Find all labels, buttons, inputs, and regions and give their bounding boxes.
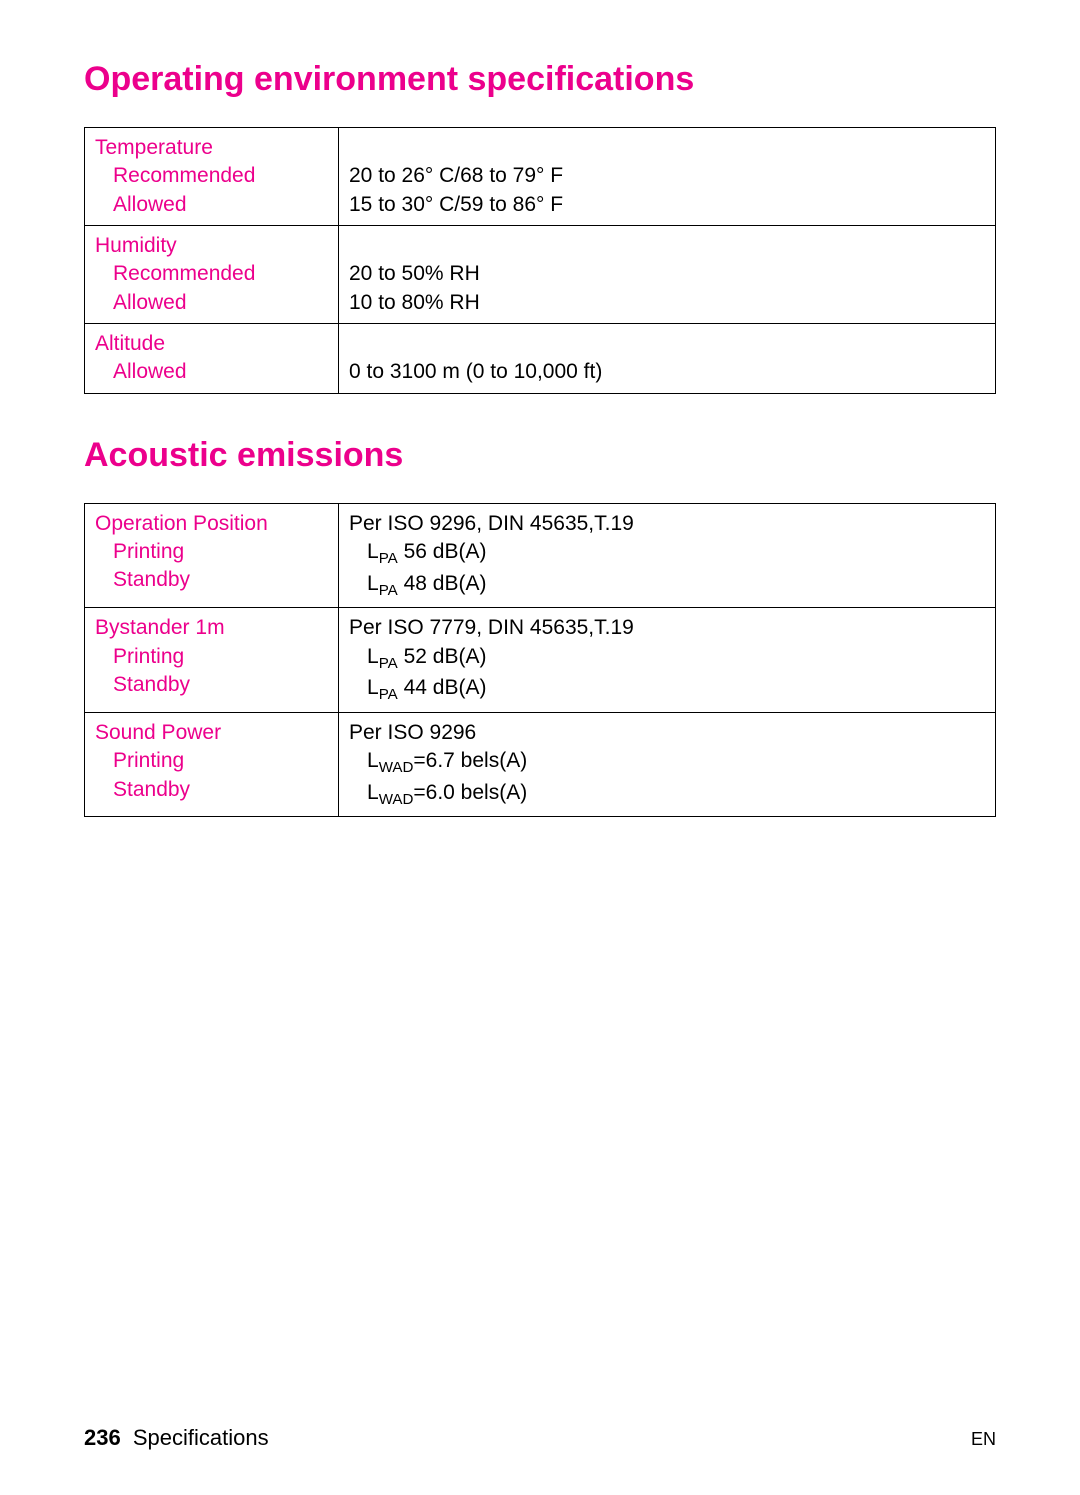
sub-label: Allowed xyxy=(95,289,328,317)
value-suffix: =6.0 bels(A) xyxy=(413,781,527,804)
l-prefix: L xyxy=(367,781,379,804)
table-row: Operation Position Printing Standby Per … xyxy=(85,503,996,608)
acoustic-op-value-cell: Per ISO 9296, DIN 45635,T.19 LPA 56 dB(A… xyxy=(339,503,996,608)
value-text: LWAD=6.7 bels(A) xyxy=(349,747,985,779)
value-suffix: 44 dB(A) xyxy=(398,676,487,699)
env-humidity-value-cell: 20 to 50% RH 10 to 80% RH xyxy=(339,226,996,324)
env-spec-table: Temperature Recommended Allowed 20 to 26… xyxy=(84,127,996,394)
value-text: Per ISO 9296 xyxy=(349,719,985,747)
table-row: Bystander 1m Printing Standby Per ISO 77… xyxy=(85,608,996,713)
l-subscript: WAD xyxy=(379,791,414,808)
value-text: LPA 44 dB(A) xyxy=(349,674,985,706)
section-heading-operating-env: Operating environment specifications xyxy=(84,60,996,99)
sub-label: Standby xyxy=(95,776,328,804)
sub-label: Standby xyxy=(95,671,328,699)
table-row: Temperature Recommended Allowed 20 to 26… xyxy=(85,128,996,226)
acoustic-table: Operation Position Printing Standby Per … xyxy=(84,503,996,818)
table-row: Sound Power Printing Standby Per ISO 929… xyxy=(85,712,996,817)
blank-line xyxy=(349,232,985,260)
value-text: Per ISO 9296, DIN 45635,T.19 xyxy=(349,510,985,538)
table-row: Altitude Allowed 0 to 3100 m (0 to 10,00… xyxy=(85,324,996,394)
value-suffix: 52 dB(A) xyxy=(398,645,487,668)
value-text: LWAD=6.0 bels(A) xyxy=(349,779,985,811)
footer-left: 236 Specifications xyxy=(84,1425,269,1451)
table-row: Humidity Recommended Allowed 20 to 50% R… xyxy=(85,226,996,324)
l-subscript: PA xyxy=(379,550,398,567)
section-heading-acoustic: Acoustic emissions xyxy=(84,436,996,475)
value-text: LPA 56 dB(A) xyxy=(349,538,985,570)
sub-label: Recommended xyxy=(95,162,328,190)
sub-label: Printing xyxy=(95,747,328,775)
sub-label: Recommended xyxy=(95,260,328,288)
l-prefix: L xyxy=(367,676,379,699)
blank-line xyxy=(349,134,985,162)
l-prefix: L xyxy=(367,645,379,668)
acoustic-power-value-cell: Per ISO 9296 LWAD=6.7 bels(A) LWAD=6.0 b… xyxy=(339,712,996,817)
value-text: LPA 52 dB(A) xyxy=(349,643,985,675)
acoustic-bystander-value-cell: Per ISO 7779, DIN 45635,T.19 LPA 52 dB(A… xyxy=(339,608,996,713)
sub-label: Standby xyxy=(95,566,328,594)
l-prefix: L xyxy=(367,572,379,595)
sub-label: Allowed xyxy=(95,358,328,386)
sub-label: Printing xyxy=(95,643,328,671)
env-humidity-label-cell: Humidity Recommended Allowed xyxy=(85,226,339,324)
value-text: 15 to 30° C/59 to 86° F xyxy=(349,191,985,219)
l-subscript: PA xyxy=(379,686,398,703)
sub-label: Printing xyxy=(95,538,328,566)
value-text: 10 to 80% RH xyxy=(349,289,985,317)
env-altitude-value-cell: 0 to 3100 m (0 to 10,000 ft) xyxy=(339,324,996,394)
value-suffix: 56 dB(A) xyxy=(398,540,487,563)
l-subscript: PA xyxy=(379,655,398,672)
value-suffix: 48 dB(A) xyxy=(398,572,487,595)
blank-line xyxy=(349,330,985,358)
footer-section-title: Specifications xyxy=(133,1425,269,1450)
category-label: Sound Power xyxy=(95,721,221,744)
l-subscript: PA xyxy=(379,582,398,599)
value-text: 20 to 26° C/68 to 79° F xyxy=(349,162,985,190)
l-prefix: L xyxy=(367,540,379,563)
category-label: Bystander 1m xyxy=(95,616,225,639)
value-suffix: =6.7 bels(A) xyxy=(413,749,527,772)
value-text: 0 to 3100 m (0 to 10,000 ft) xyxy=(349,358,985,386)
category-label: Operation Position xyxy=(95,512,268,535)
category-label: Humidity xyxy=(95,234,177,257)
value-text: 20 to 50% RH xyxy=(349,260,985,288)
acoustic-op-label-cell: Operation Position Printing Standby xyxy=(85,503,339,608)
l-prefix: L xyxy=(367,749,379,772)
value-text: Per ISO 7779, DIN 45635,T.19 xyxy=(349,614,985,642)
category-label: Temperature xyxy=(95,136,213,159)
env-altitude-label-cell: Altitude Allowed xyxy=(85,324,339,394)
page-number: 236 xyxy=(84,1425,121,1450)
acoustic-power-label-cell: Sound Power Printing Standby xyxy=(85,712,339,817)
category-label: Altitude xyxy=(95,332,165,355)
footer-lang: EN xyxy=(971,1429,996,1450)
l-subscript: WAD xyxy=(379,759,414,776)
env-temp-value-cell: 20 to 26° C/68 to 79° F 15 to 30° C/59 t… xyxy=(339,128,996,226)
page: Operating environment specifications Tem… xyxy=(0,0,1080,1495)
page-footer: 236 Specifications EN xyxy=(84,1425,996,1451)
sub-label: Allowed xyxy=(95,191,328,219)
acoustic-bystander-label-cell: Bystander 1m Printing Standby xyxy=(85,608,339,713)
env-temp-label-cell: Temperature Recommended Allowed xyxy=(85,128,339,226)
value-text: LPA 48 dB(A) xyxy=(349,570,985,602)
